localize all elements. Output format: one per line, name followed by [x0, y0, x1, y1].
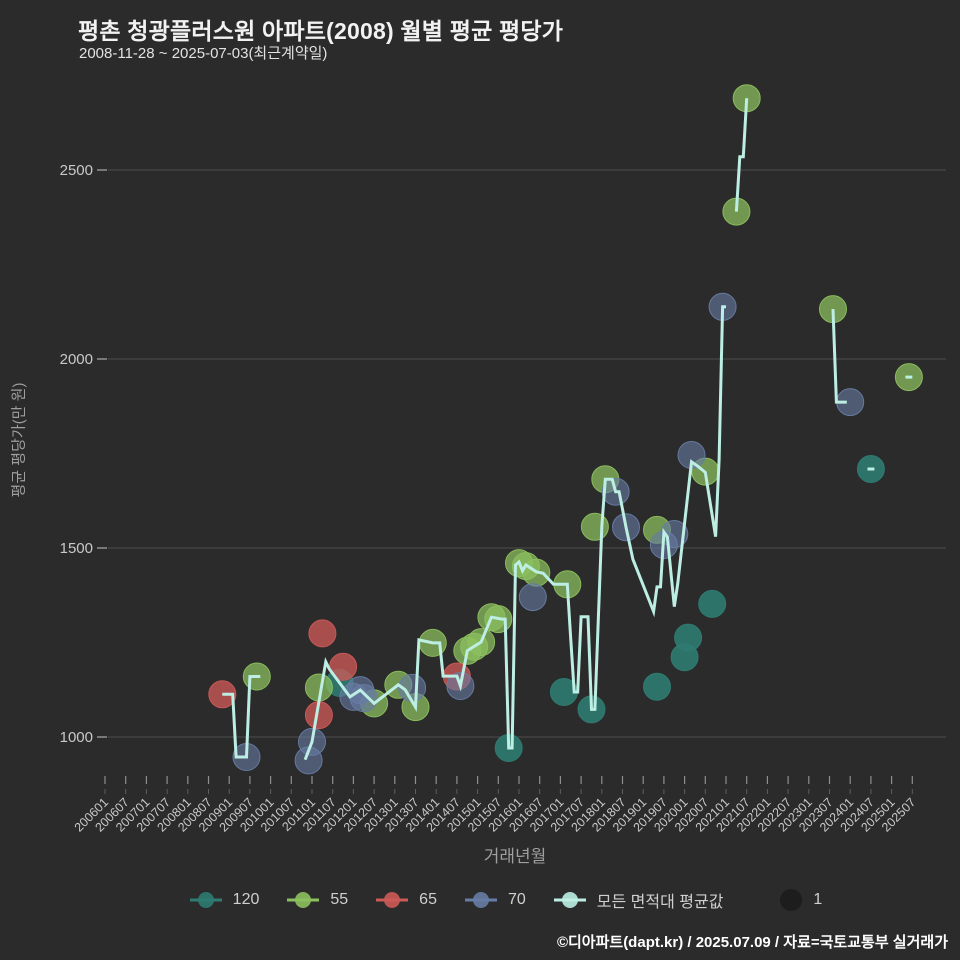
x-axis-title: 거래년월 [483, 847, 547, 866]
data-point-70 [349, 684, 378, 713]
size-legend-label: 1 [813, 891, 823, 908]
y-tick-label: 1500 [60, 540, 93, 557]
legend-item-70[interactable]: 70 [463, 890, 526, 910]
y-tick-label: 2000 [60, 351, 93, 368]
avg-line-segment [734, 98, 749, 212]
plot-area: 1000150020002500200601200607200701200707… [60, 84, 946, 835]
y-tick-label: 1000 [60, 729, 93, 746]
legend-label: 120 [232, 891, 260, 908]
legend-marker-icon [287, 892, 320, 908]
credit-text: ©디아파트(dapt.kr) / 2025.07.09 / 자료=국토교통부 실… [556, 934, 948, 951]
legend-item-55[interactable]: 55 [285, 890, 348, 910]
avg-line-segment [831, 309, 847, 404]
data-point-65 [308, 619, 337, 648]
data-point-120 [698, 589, 727, 618]
legend-label: 65 [419, 891, 437, 908]
data-point-55 [580, 512, 609, 541]
legend-label: 55 [330, 891, 349, 908]
legend-item-size: 1 [778, 888, 822, 912]
legend-label: 모든 면적대 평균값 [596, 894, 724, 911]
legend-marker-icon [376, 892, 409, 908]
y-tick-label: 2500 [60, 162, 93, 179]
legend: 120 55 65 70 모든 면적대 평균값 1 [25, 888, 960, 912]
data-point-70 [518, 583, 547, 612]
legend-item-120[interactable]: 120 [188, 890, 260, 910]
size-dot-icon [780, 889, 803, 911]
legend-marker-icon [464, 892, 497, 908]
page-title: 평촌 청광플러스원 아파트(2008) 월별 평균 평당가 [78, 18, 564, 44]
legend-label: 70 [507, 891, 526, 908]
legend-marker-icon [189, 892, 222, 908]
data-point-120 [674, 623, 703, 652]
legend-item-65[interactable]: 65 [374, 890, 437, 910]
legend-marker-icon [553, 892, 586, 908]
data-point-120 [643, 672, 671, 701]
avg-line-segment [303, 305, 726, 761]
legend-item-avg[interactable]: 모든 면적대 평균값 [552, 888, 724, 912]
avg-line-segment [222, 675, 261, 759]
chart-subtitle: 2008-11-28 ~ 2025-07-03(최근계약일) [79, 45, 328, 62]
